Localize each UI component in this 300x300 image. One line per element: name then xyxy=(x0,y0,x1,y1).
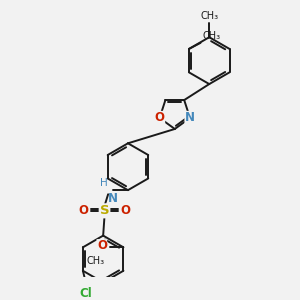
Text: N: N xyxy=(108,192,118,206)
Text: H: H xyxy=(100,178,107,188)
Text: Cl: Cl xyxy=(80,287,93,300)
Text: O: O xyxy=(97,239,107,252)
Text: O: O xyxy=(154,111,165,124)
Text: CH₃: CH₃ xyxy=(203,31,221,41)
Text: O: O xyxy=(78,204,88,217)
Text: N: N xyxy=(185,111,195,124)
Text: S: S xyxy=(100,204,109,217)
Text: O: O xyxy=(121,204,131,217)
Text: CH₃: CH₃ xyxy=(200,11,218,21)
Text: CH₃: CH₃ xyxy=(86,256,104,266)
